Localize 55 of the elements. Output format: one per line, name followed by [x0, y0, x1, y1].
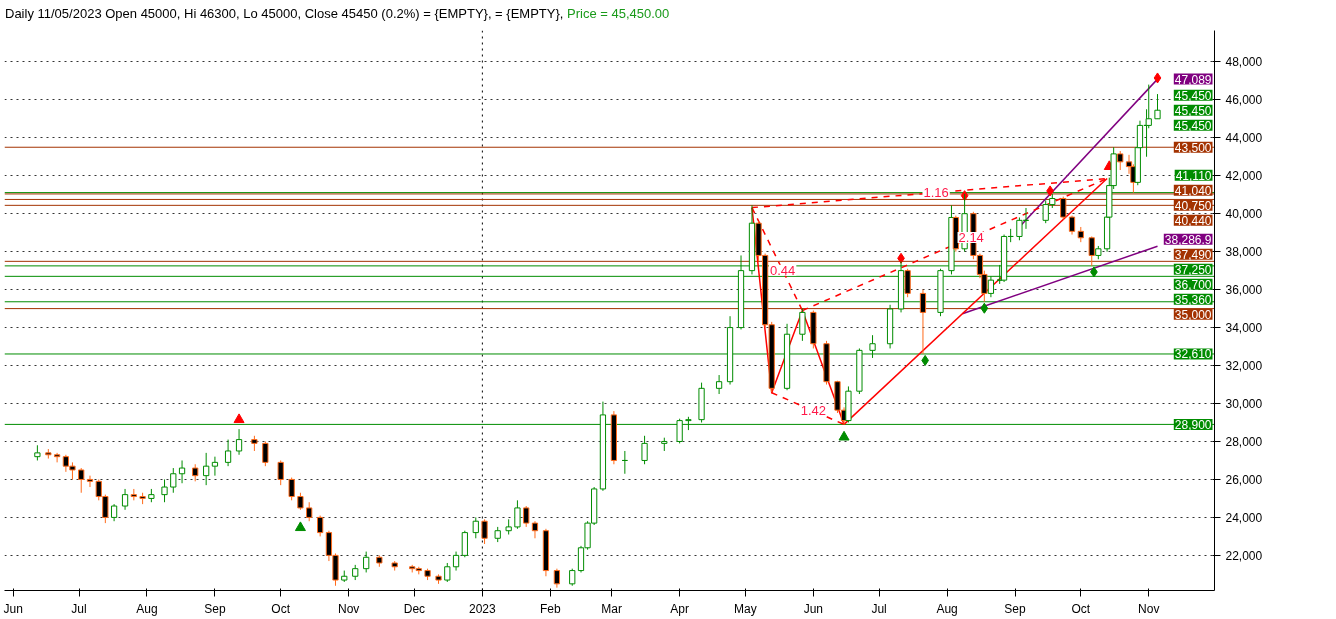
annotation: 45,450 [1174, 103, 1212, 118]
ref-line-label: 35,000 [1174, 307, 1212, 322]
x-tick-label: Aug [936, 601, 958, 616]
ref-line-label: 36,700 [1174, 277, 1212, 292]
y-tick-label: 48,000 [1225, 55, 1263, 70]
data-label: 47,089 [1174, 72, 1212, 87]
ref-line-label: 35,360 [1174, 292, 1212, 307]
annotation: 2.14 [958, 229, 984, 245]
x-tick-label: Jun [3, 601, 23, 616]
y-tick-label: 24,000 [1225, 510, 1263, 525]
x-tick-label: Aug [136, 601, 158, 616]
x-tick-label: May [734, 601, 757, 616]
ref-line-label: 28,900 [1174, 417, 1212, 432]
ref-line-label: 32,610 [1174, 347, 1212, 362]
y-tick-label: 32,000 [1225, 359, 1263, 374]
x-tick-label: Nov [1138, 601, 1160, 616]
y-tick-label: 40,000 [1225, 207, 1263, 222]
y-tick-label: 42,000 [1225, 169, 1263, 184]
annotation: 1.42 [800, 403, 827, 419]
ref-line-label: 43,500 [1174, 140, 1212, 155]
x-tick-label: Jul [871, 601, 887, 616]
x-tick-label: Feb [539, 601, 561, 616]
ref-line-label: 37,250 [1174, 262, 1212, 277]
y-tick-label: 44,000 [1225, 131, 1263, 146]
y-tick-label: 30,000 [1225, 397, 1263, 412]
x-tick-label: Sep [1004, 601, 1027, 616]
annotation: 1.16 [923, 184, 949, 200]
x-tick-label: Oct [271, 601, 291, 616]
y-tick-label: 22,000 [1225, 548, 1263, 563]
y-tick-label: 28,000 [1225, 434, 1263, 449]
annotation: 45,450 [1174, 118, 1212, 133]
chart-subtitle: Price = 45,450.00 [567, 6, 670, 21]
annotation: 0.44 [770, 262, 796, 278]
chart-title: Daily 11/05/2023 Open 45000, Hi 46300, Lo 45000, Close 45450 (0.2%) = {EMPTY}, = {EMPTY}, [5, 6, 564, 21]
y-tick-label: 26,000 [1225, 472, 1263, 487]
x-tick-label: Mar [601, 601, 623, 616]
ref-line-label: 41,110 [1175, 168, 1212, 183]
ref-line-label: 37,490 [1174, 247, 1212, 262]
x-tick-label: Sep [204, 601, 226, 616]
annotation: 45,450 [1174, 88, 1212, 103]
ref-line-label: 41,040 [1174, 183, 1212, 198]
legend-label: 40,440 [1174, 213, 1212, 228]
x-tick-label: Apr [670, 601, 689, 616]
x-tick-label: Dec [403, 601, 426, 616]
y-tick-label: 38,000 [1225, 245, 1263, 260]
x-tick-label: 2023 [469, 601, 497, 616]
y-tick-label: 46,000 [1225, 93, 1263, 108]
ref-line-label: 40,750 [1174, 198, 1212, 213]
x-tick-label: Nov [337, 601, 360, 616]
x-tick-label: Jun [803, 601, 824, 616]
x-tick-label: Jul [71, 601, 87, 616]
x-tick-label: Oct [1071, 601, 1091, 616]
data-label: 38,286.9 [1164, 232, 1212, 247]
y-tick-label: 36,000 [1225, 283, 1263, 298]
y-tick-label: 34,000 [1225, 321, 1263, 336]
